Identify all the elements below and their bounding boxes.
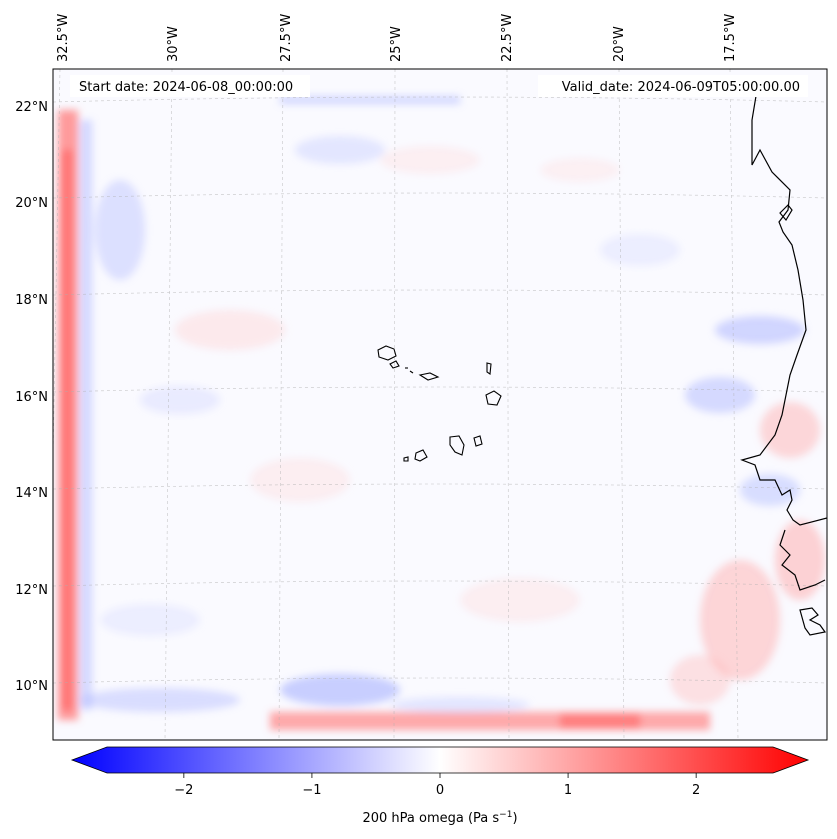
lat-label: 18°N xyxy=(15,293,48,308)
lon-label: 27.5°W xyxy=(279,14,294,62)
valid-date-box xyxy=(538,75,808,97)
colorbar: −2 −1 0 1 2 200 hPa omega (Pa s−1) xyxy=(70,746,810,826)
lat-label: 10°N xyxy=(15,679,48,694)
latitude-labels: 22°N 20°N 18°N 16°N 14°N 12°N 10°N xyxy=(15,100,48,694)
lat-label: 16°N xyxy=(15,390,48,405)
colorbar-tick-label: 0 xyxy=(436,783,444,798)
omega-field xyxy=(58,96,825,730)
lat-label: 12°N xyxy=(15,583,48,598)
lat-label: 22°N xyxy=(15,100,48,115)
start-date-box xyxy=(70,75,310,97)
lon-label: 25°W xyxy=(389,26,404,62)
longitude-labels: 32.5°W 30°W 27.5°W 25°W 22.5°W 20°W 17.5… xyxy=(56,14,738,62)
colorbar-title: 200 hPa omega (Pa s−1) xyxy=(362,810,517,826)
cape-verde-islands xyxy=(377,345,502,462)
lon-label: 30°W xyxy=(166,26,181,62)
colorbar-title-main: 200 hPa omega (Pa s xyxy=(362,811,499,826)
coastline xyxy=(740,89,827,636)
colorbar-title-exponent: −1 xyxy=(499,810,512,820)
lon-label: 17.5°W xyxy=(723,14,738,62)
colorbar-bar xyxy=(70,746,810,774)
lat-label: 14°N xyxy=(15,486,48,501)
lon-label: 22.5°W xyxy=(500,14,515,62)
graticule xyxy=(53,69,827,740)
colorbar-tick-label: 1 xyxy=(564,783,572,798)
start-date-label: Start date: 2024-06-08_00:00:00 xyxy=(79,80,293,95)
lon-label: 32.5°W xyxy=(56,14,71,62)
valid-date-label: Valid_date: 2024-06-09T05:00:00.00 xyxy=(562,80,800,95)
colorbar-ticks: −2 −1 0 1 2 xyxy=(174,773,700,798)
colorbar-tick-label: −1 xyxy=(302,783,321,798)
colorbar-tick-label: 2 xyxy=(692,783,700,798)
colorbar-tick-label: −2 xyxy=(174,783,193,798)
lon-label: 20°W xyxy=(612,26,627,62)
colorbar-title-close: ) xyxy=(512,811,517,826)
lat-label: 20°N xyxy=(15,196,48,211)
map-frame xyxy=(52,68,828,741)
